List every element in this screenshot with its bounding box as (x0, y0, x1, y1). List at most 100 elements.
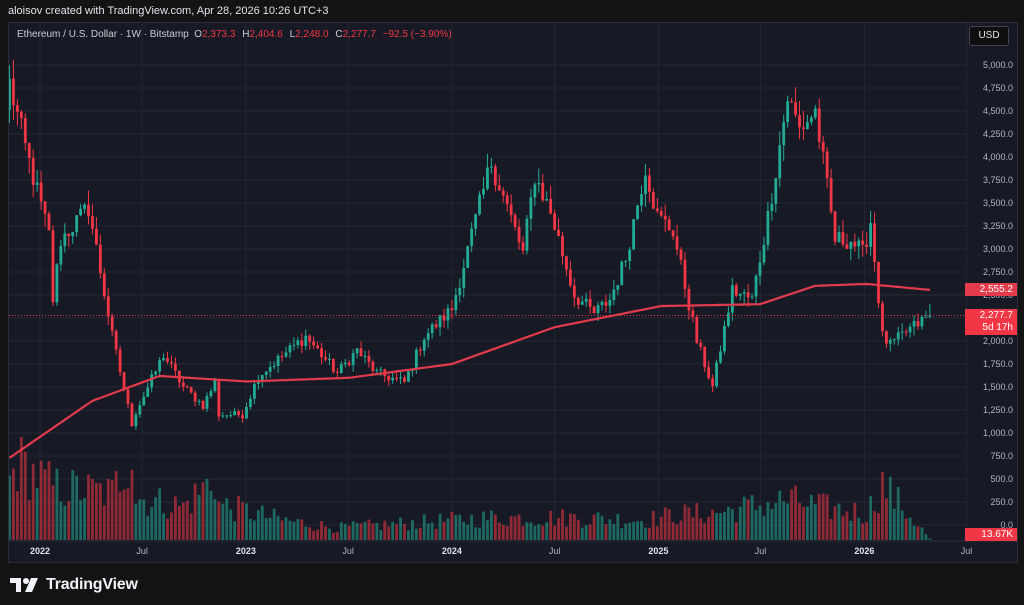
candle-body (703, 346, 707, 368)
candle-body (355, 348, 359, 354)
volume-bar (170, 512, 173, 540)
volume-bar (549, 510, 553, 540)
volume-bar (873, 511, 876, 540)
volume-bar (553, 525, 556, 540)
volume-bar (75, 475, 79, 540)
volume-bar (758, 505, 762, 540)
candle-body (462, 267, 466, 288)
candle-body (221, 415, 225, 417)
volume-bar (438, 513, 442, 540)
candle-body (537, 182, 541, 185)
volume-bar (102, 505, 106, 540)
volume-bar (55, 468, 59, 540)
last-price-value: 2,277.7 (979, 310, 1013, 322)
candle-body (264, 371, 268, 375)
y-tick-label: 3,250.0 (983, 221, 1013, 231)
candle-body (521, 242, 525, 251)
volume-bar (146, 515, 150, 540)
volume-bar (162, 513, 165, 540)
volume-bar (892, 508, 896, 540)
volume-bar (130, 469, 134, 540)
volume-bar (561, 509, 564, 540)
volume-bar (118, 491, 122, 540)
volume-bar (229, 509, 233, 540)
candle-body (513, 215, 517, 228)
candle-body (490, 166, 493, 168)
volume-bar (493, 514, 497, 540)
candle-body (762, 244, 766, 263)
volume-bar (655, 526, 659, 540)
candle-body (83, 204, 86, 209)
volume-bar (580, 527, 584, 540)
volume-bar (260, 505, 264, 540)
volume-bar (908, 517, 912, 540)
candle-body (802, 127, 805, 130)
volume-bar (312, 530, 316, 540)
volume-bar (683, 504, 687, 540)
candle-body (102, 273, 106, 297)
candle-body (304, 335, 308, 346)
low-label: L (289, 29, 296, 40)
volume-bar (620, 528, 624, 540)
candle-body (339, 364, 343, 373)
volume-bar (185, 500, 189, 540)
tradingview-logo-icon (10, 578, 38, 592)
volume-bar (920, 527, 924, 540)
candle-body (699, 342, 703, 347)
tradingview-logo[interactable]: TradingView (10, 574, 138, 596)
volume-bar (414, 528, 418, 540)
volume-bar (742, 496, 746, 540)
volume-bar (95, 482, 98, 540)
y-tick-label: 4,500.0 (983, 106, 1013, 116)
volume-bar (521, 526, 525, 540)
volume-bar (509, 515, 513, 540)
volume-bar (158, 488, 161, 540)
volume-bar (857, 517, 861, 540)
y-tick-label: 500.0 (990, 474, 1013, 484)
moving-average-line (9, 282, 931, 459)
chart-legend: Ethereum / U.S. Dollar · 1W · Bitstamp O… (17, 29, 456, 40)
candle-body (98, 244, 102, 274)
candle-body (505, 195, 509, 205)
candle-body (715, 362, 718, 387)
volume-bar (727, 506, 730, 540)
candle-body (51, 230, 55, 303)
candle-body (695, 317, 699, 343)
y-tick-label: 3,000.0 (983, 244, 1013, 254)
volume-bar (114, 471, 118, 540)
y-tick-label: 3,500.0 (983, 198, 1013, 208)
candle-body (268, 366, 272, 372)
volume-bar (379, 529, 383, 540)
candle-body (241, 415, 244, 419)
price-chart[interactable]: 5,000.0 4,750.0 4,500.0 4,250.0 4,000.0 3,750… (9, 23, 1018, 563)
volume-bar (225, 498, 229, 540)
candle-body (612, 289, 616, 300)
y-tick-label: 4,250.0 (983, 129, 1013, 139)
candle-body (869, 223, 872, 247)
high-value: 2,404.6 (249, 29, 283, 40)
volume-bar (466, 524, 470, 540)
candle-body (671, 230, 675, 237)
candle-body (620, 261, 624, 286)
candle-body (166, 358, 169, 362)
volume-bar (126, 488, 130, 540)
volume-bar (588, 524, 592, 540)
volume-bar (454, 514, 458, 540)
volume-bar (841, 515, 845, 540)
chart-pane[interactable]: 5,000.0 4,750.0 4,500.0 4,250.0 4,000.0 3,750… (8, 22, 1018, 563)
volume-bar (774, 503, 778, 540)
candle-body (873, 223, 876, 262)
candle-body (584, 298, 588, 302)
volume-bar (869, 496, 872, 540)
volume-bar (707, 516, 711, 540)
candle-body (580, 301, 584, 305)
candle-body (596, 305, 600, 314)
candle-body (900, 331, 904, 333)
last-price-tag: 2,277.7 5d 17h (965, 309, 1017, 336)
candle-body (276, 355, 280, 366)
symbol-title[interactable]: Ethereum / U.S. Dollar · 1W · Bitstamp (17, 29, 189, 40)
candle-body (375, 370, 379, 372)
currency-button[interactable]: USD (969, 26, 1009, 46)
volume-bar (383, 520, 387, 540)
volume-bar (762, 515, 766, 540)
